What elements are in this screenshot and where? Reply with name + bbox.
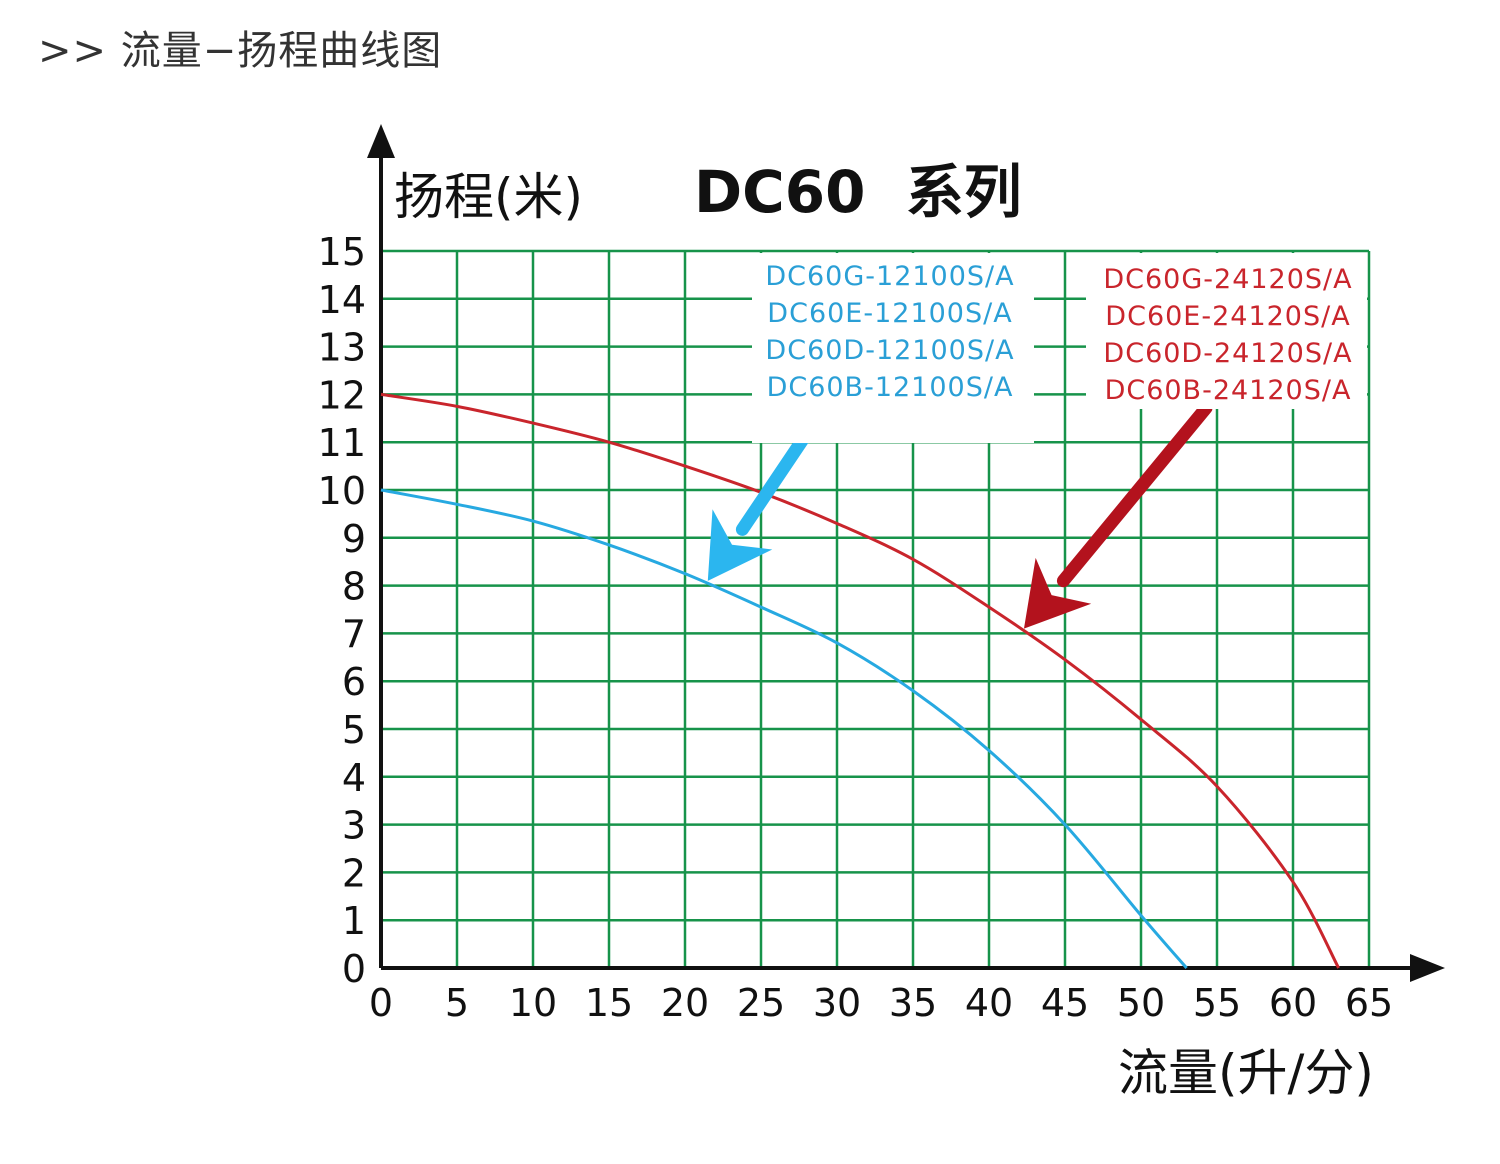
y-tick-label-9: 9 bbox=[342, 517, 366, 561]
y-tick-label-15: 15 bbox=[318, 230, 366, 274]
x-tick-label-0: 0 bbox=[369, 981, 393, 1025]
legend-red-label-4: DC60B-24120S/A bbox=[1105, 375, 1352, 406]
x-tick-label-15: 15 bbox=[585, 981, 633, 1025]
legend-red-label-3: DC60D-24120S/A bbox=[1103, 338, 1352, 369]
x-tick-label-55: 55 bbox=[1193, 981, 1241, 1025]
x-tick-label-60: 60 bbox=[1269, 981, 1317, 1025]
page-heading: >> 流量−扬程曲线图 bbox=[38, 28, 443, 74]
legend-blue-label-3: DC60D-12100S/A bbox=[765, 335, 1014, 366]
legend-blue-label-1: DC60G-12100S/A bbox=[765, 261, 1014, 292]
x-tick-label-35: 35 bbox=[889, 981, 937, 1025]
y-tick-label-8: 8 bbox=[342, 565, 366, 609]
red-pointer-arrow-shaft bbox=[1056, 401, 1213, 588]
y-tick-label-7: 7 bbox=[342, 612, 366, 656]
red-pointer-arrow-head bbox=[1023, 557, 1092, 629]
y-tick-label-4: 4 bbox=[342, 756, 366, 800]
x-tick-label-25: 25 bbox=[737, 981, 785, 1025]
legend-blue-label-4: DC60B-12100S/A bbox=[767, 372, 1014, 403]
chart-title: DC60 系列 bbox=[694, 158, 1022, 226]
legend-red-background bbox=[1086, 253, 1367, 409]
x-axis-title: 流量(升/分) bbox=[1118, 1044, 1374, 1102]
series-line-blue bbox=[380, 488, 1188, 969]
x-tick-label-50: 50 bbox=[1117, 981, 1165, 1025]
y-tick-label-11: 11 bbox=[318, 421, 366, 465]
y-tick-label-10: 10 bbox=[318, 469, 366, 513]
y-axis-title: 扬程(米) bbox=[394, 168, 583, 226]
y-tick-label-0: 0 bbox=[342, 947, 366, 991]
legend-red-models: DC60G-24120S/A DC60E-24120S/A DC60D-24120S… bbox=[1086, 253, 1367, 409]
legend-red-label-1: DC60G-24120S/A bbox=[1103, 264, 1352, 295]
y-tick-label-13: 13 bbox=[318, 326, 366, 370]
y-tick-label-2: 2 bbox=[342, 851, 366, 895]
y-tick-label-14: 14 bbox=[318, 278, 366, 322]
y-tick-label-5: 5 bbox=[342, 708, 366, 752]
x-axis-arrowhead bbox=[1410, 954, 1445, 982]
series-line-red bbox=[380, 392, 1340, 969]
legend-blue-background bbox=[752, 253, 1034, 443]
y-axis-arrowhead bbox=[367, 124, 395, 158]
x-tick-label-30: 30 bbox=[813, 981, 861, 1025]
y-tick-label-1: 1 bbox=[342, 899, 366, 943]
legend-red-label-2: DC60E-24120S/A bbox=[1105, 301, 1350, 332]
axes bbox=[367, 124, 1445, 982]
x-tick-label-10: 10 bbox=[509, 981, 557, 1025]
blue-pointer-arrow-head bbox=[707, 509, 773, 581]
x-tick-label-45: 45 bbox=[1041, 981, 1089, 1025]
legend-blue-models: DC60G-12100S/A DC60E-12100S/A DC60D-12100S… bbox=[752, 253, 1034, 443]
x-tick-label-5: 5 bbox=[445, 981, 469, 1025]
x-tick-label-65: 65 bbox=[1345, 981, 1393, 1025]
x-tick-label-40: 40 bbox=[965, 981, 1013, 1025]
y-tick-label-3: 3 bbox=[342, 804, 366, 848]
legend-blue-label-2: DC60E-12100S/A bbox=[767, 298, 1012, 329]
x-tick-label-20: 20 bbox=[661, 981, 709, 1025]
y-tick-label-12: 12 bbox=[318, 373, 366, 417]
curves bbox=[380, 392, 1340, 969]
tick-labels: 0 5 10 15 20 25 30 35 40 45 50 55 60 6501234567891011… bbox=[318, 230, 1394, 1025]
y-tick-label-6: 6 bbox=[342, 660, 366, 704]
